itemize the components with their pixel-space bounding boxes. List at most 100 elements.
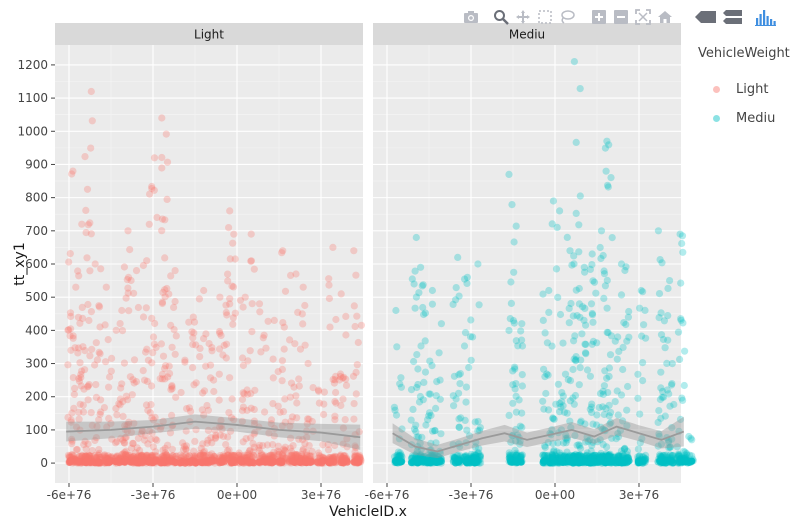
data-point (571, 391, 580, 400)
hover-closest-icon[interactable] (694, 7, 716, 27)
data-point (270, 451, 278, 459)
data-point (147, 401, 155, 409)
data-point (261, 408, 269, 416)
data-point (105, 414, 113, 422)
data-point (314, 386, 323, 394)
data-point (196, 353, 204, 361)
data-point (118, 451, 126, 459)
data-point (542, 389, 550, 398)
data-point (667, 381, 676, 389)
data-point (565, 304, 573, 312)
data-point (622, 263, 630, 271)
data-point (303, 452, 311, 460)
data-point (518, 371, 526, 379)
data-point (294, 451, 302, 459)
data-point (159, 417, 167, 425)
data-point (572, 357, 580, 365)
data-point (471, 459, 479, 467)
data-point (596, 243, 604, 252)
data-point (226, 374, 234, 382)
data-point (570, 260, 578, 268)
data-point (161, 449, 170, 457)
data-point (675, 451, 683, 459)
data-point (552, 400, 560, 408)
data-point (614, 429, 622, 438)
data-point (255, 446, 263, 454)
data-point (575, 248, 583, 256)
data-point (663, 451, 671, 459)
data-point (611, 337, 619, 345)
data-point (159, 288, 167, 296)
y-tick-label: 900 (25, 157, 48, 171)
data-point (84, 440, 92, 448)
data-point (97, 265, 105, 273)
lasso-icon[interactable] (556, 7, 578, 27)
data-point (466, 333, 475, 341)
data-point (280, 445, 288, 453)
data-point (294, 308, 302, 316)
data-point (79, 314, 87, 322)
data-point (512, 392, 520, 400)
data-point (396, 380, 404, 388)
home-icon[interactable] (654, 7, 676, 27)
legend-item-mediu[interactable]: Mediu (698, 104, 790, 133)
y-tick-label: 800 (25, 191, 48, 205)
data-point (512, 380, 520, 388)
zoom-icon[interactable] (490, 7, 512, 27)
data-point (580, 316, 588, 324)
y-axis-title: tt_xy1 (12, 242, 28, 285)
data-point (601, 367, 609, 375)
data-point (274, 442, 282, 450)
data-point (161, 365, 169, 373)
data-point (674, 450, 682, 458)
data-point (342, 375, 350, 383)
data-point (596, 390, 605, 398)
data-point (621, 444, 629, 452)
data-point (66, 332, 74, 340)
data-point (125, 307, 133, 315)
data-point (158, 215, 166, 223)
data-point (124, 284, 132, 292)
data-point (679, 319, 687, 327)
data-point (231, 309, 239, 317)
data-point (171, 350, 179, 358)
data-point (319, 441, 327, 449)
x-tick-label: -6e+76 (365, 488, 410, 502)
data-point (302, 448, 310, 456)
autoscale-icon[interactable] (632, 7, 654, 27)
data-point (198, 406, 206, 414)
pan-icon[interactable] (512, 7, 534, 27)
data-point (563, 233, 571, 241)
data-point (569, 312, 577, 320)
data-point (92, 339, 100, 347)
data-point (147, 435, 155, 443)
data-point (414, 380, 422, 389)
data-point (125, 418, 133, 426)
data-point (556, 399, 564, 407)
data-point (219, 451, 228, 459)
data-point (461, 452, 470, 460)
data-point (210, 387, 218, 396)
data-point (569, 365, 577, 374)
plotly-logo-icon[interactable] (754, 7, 776, 27)
zoom-out-icon[interactable] (610, 7, 632, 27)
data-point (148, 382, 156, 390)
data-point (335, 376, 343, 384)
data-point (597, 449, 605, 458)
data-point (113, 411, 121, 419)
camera-icon[interactable] (460, 7, 482, 27)
data-point (191, 437, 199, 445)
data-point (225, 409, 233, 417)
data-point (575, 441, 583, 449)
data-point (240, 451, 248, 459)
data-point (97, 408, 105, 416)
data-point (250, 443, 258, 451)
data-point (148, 414, 156, 422)
data-point (688, 436, 696, 444)
hover-compare-icon[interactable] (722, 7, 744, 27)
box-select-icon[interactable] (534, 7, 556, 27)
legend-item-light[interactable]: Light (698, 75, 790, 104)
zoom-in-icon[interactable] (588, 7, 610, 27)
data-point (462, 452, 471, 460)
data-point (295, 435, 303, 443)
